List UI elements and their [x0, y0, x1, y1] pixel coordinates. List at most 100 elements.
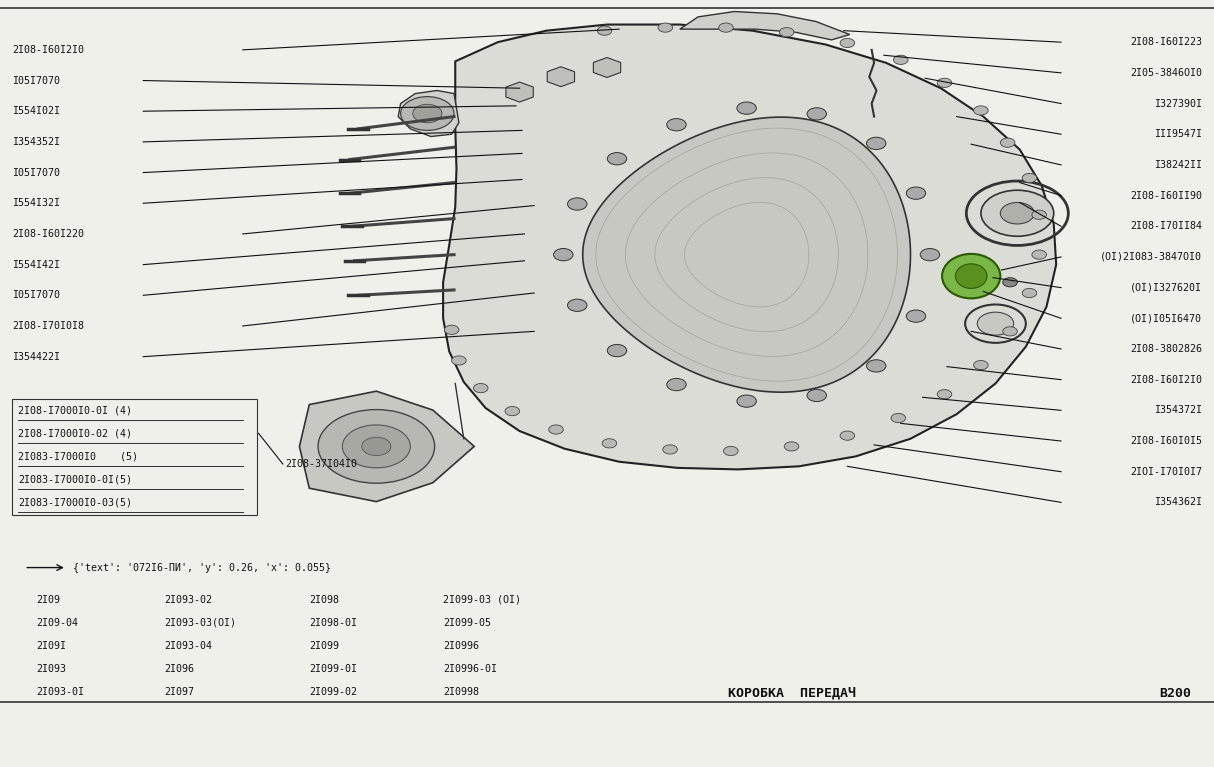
Circle shape — [977, 312, 1014, 335]
Text: 2I098: 2I098 — [310, 594, 340, 605]
Text: 2I098-0I: 2I098-0I — [310, 617, 358, 628]
Text: 2I093-04: 2I093-04 — [164, 640, 212, 651]
Text: I38242II: I38242II — [1153, 160, 1202, 170]
Circle shape — [1032, 210, 1046, 219]
Text: 2I099: 2I099 — [310, 640, 340, 651]
Circle shape — [937, 78, 952, 87]
Circle shape — [807, 107, 827, 120]
Circle shape — [891, 413, 906, 423]
Bar — [12, 399, 257, 515]
Circle shape — [666, 119, 686, 131]
Circle shape — [719, 23, 733, 32]
Text: 2I0998: 2I0998 — [443, 686, 480, 697]
Ellipse shape — [955, 264, 987, 288]
Circle shape — [1022, 173, 1037, 183]
Circle shape — [907, 187, 926, 199]
Text: I354352I: I354352I — [12, 137, 61, 147]
Circle shape — [784, 442, 799, 451]
Circle shape — [867, 137, 886, 150]
Text: III9547I: III9547I — [1153, 129, 1202, 140]
Circle shape — [807, 390, 827, 402]
Text: 2I099-0I: 2I099-0I — [310, 663, 358, 674]
Text: 2I08-I7000I0-0I (4): 2I08-I7000I0-0I (4) — [18, 405, 132, 416]
Text: I354422I: I354422I — [12, 351, 61, 362]
Text: I554I42I: I554I42I — [12, 259, 61, 270]
Circle shape — [318, 410, 435, 483]
Circle shape — [452, 356, 466, 365]
Circle shape — [567, 198, 586, 210]
Text: I354362I: I354362I — [1153, 497, 1202, 508]
Polygon shape — [548, 67, 574, 87]
Polygon shape — [594, 58, 620, 77]
Text: 2I08-I7000I0-02 (4): 2I08-I7000I0-02 (4) — [18, 428, 132, 439]
Text: 2I097: 2I097 — [164, 686, 194, 697]
Text: I554I32I: I554I32I — [12, 198, 61, 209]
Circle shape — [974, 106, 988, 115]
Circle shape — [840, 431, 855, 440]
Text: 2I09: 2I09 — [36, 594, 61, 605]
Text: 2I09I: 2I09I — [36, 640, 67, 651]
Text: (OI)I05I6470: (OI)I05I6470 — [1130, 313, 1202, 324]
Circle shape — [342, 425, 410, 468]
Text: I554I02I: I554I02I — [12, 106, 61, 117]
Text: 2I08-I60I220: 2I08-I60I220 — [12, 229, 84, 239]
Circle shape — [554, 249, 573, 261]
Circle shape — [1003, 278, 1017, 287]
Circle shape — [974, 360, 988, 370]
Text: I327390I: I327390I — [1153, 98, 1202, 109]
Circle shape — [401, 97, 454, 130]
Text: 2I08-37I04I0: 2I08-37I04I0 — [285, 459, 357, 469]
Text: 2I083-I7000I0-0I(5): 2I083-I7000I0-0I(5) — [18, 474, 132, 485]
Text: 2I08-I70I0I8: 2I08-I70I0I8 — [12, 321, 84, 331]
Polygon shape — [583, 117, 910, 392]
Circle shape — [666, 378, 686, 390]
Text: I05I7070: I05I7070 — [12, 290, 61, 301]
Circle shape — [1003, 327, 1017, 336]
Circle shape — [840, 38, 855, 48]
Circle shape — [663, 445, 677, 454]
Circle shape — [937, 390, 952, 399]
Text: 2I09-04: 2I09-04 — [36, 617, 79, 628]
Text: 2I05-3846OI0: 2I05-3846OI0 — [1130, 67, 1202, 78]
Text: 2I08-I60II90: 2I08-I60II90 — [1130, 190, 1202, 201]
Circle shape — [867, 360, 886, 372]
Text: I354372I: I354372I — [1153, 405, 1202, 416]
Text: КОРОБКА  ПЕРЕДАЧ: КОРОБКА ПЕРЕДАЧ — [728, 687, 856, 700]
Polygon shape — [398, 91, 459, 137]
Circle shape — [724, 446, 738, 456]
Text: 2I08-I60I223: 2I08-I60I223 — [1130, 37, 1202, 48]
Text: 2I0996-0I: 2I0996-0I — [443, 663, 497, 674]
Text: 2I08-I70II84: 2I08-I70II84 — [1130, 221, 1202, 232]
Circle shape — [779, 28, 794, 37]
Text: 2I093-0I: 2I093-0I — [36, 686, 85, 697]
Text: I05I7070: I05I7070 — [12, 167, 61, 178]
Circle shape — [920, 249, 940, 261]
Text: 2I08-I60I2I0: 2I08-I60I2I0 — [1130, 374, 1202, 385]
Polygon shape — [680, 12, 850, 40]
Circle shape — [473, 384, 488, 393]
Circle shape — [1032, 250, 1046, 259]
Text: 2I08-3802826: 2I08-3802826 — [1130, 344, 1202, 354]
Circle shape — [607, 344, 626, 357]
Circle shape — [1022, 288, 1037, 298]
Text: 2I093-03(OI): 2I093-03(OI) — [164, 617, 236, 628]
Text: 2I096: 2I096 — [164, 663, 194, 674]
Circle shape — [1000, 202, 1034, 224]
Ellipse shape — [942, 254, 1000, 298]
Circle shape — [737, 395, 756, 407]
Circle shape — [737, 102, 756, 114]
Text: 2I083-I7000I0-03(5): 2I083-I7000I0-03(5) — [18, 497, 132, 508]
Circle shape — [505, 407, 520, 416]
Circle shape — [444, 325, 459, 334]
Circle shape — [549, 425, 563, 434]
Text: 2I08-I60I0I5: 2I08-I60I0I5 — [1130, 436, 1202, 446]
Circle shape — [894, 55, 908, 64]
Text: 2I08-I60I2I0: 2I08-I60I2I0 — [12, 44, 84, 55]
Text: B200: B200 — [1159, 687, 1191, 700]
Text: 2I0996: 2I0996 — [443, 640, 480, 651]
Polygon shape — [300, 391, 475, 502]
Circle shape — [907, 310, 926, 322]
Circle shape — [413, 104, 442, 123]
Circle shape — [607, 153, 626, 165]
Text: 2I083-I7000I0    (5): 2I083-I7000I0 (5) — [18, 451, 138, 462]
